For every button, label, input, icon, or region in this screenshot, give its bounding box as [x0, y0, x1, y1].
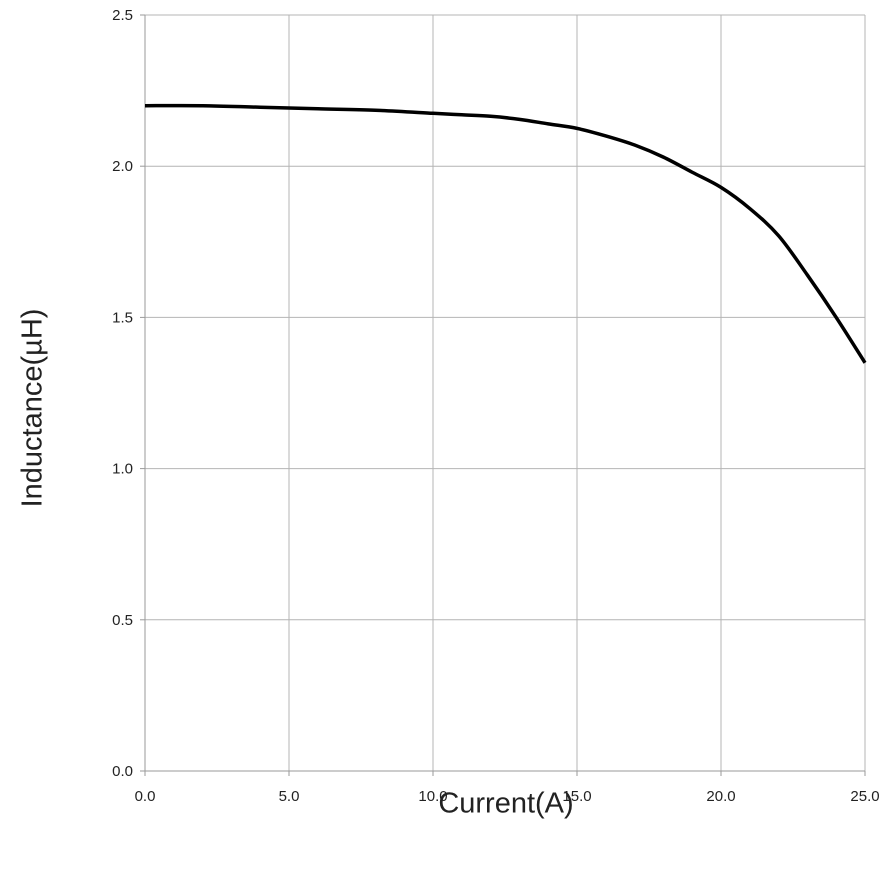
series-lines — [144, 103, 867, 364]
y-tick-label: 2.5 — [112, 7, 133, 24]
x-tick-label: 10.0 — [418, 788, 447, 805]
x-tick-label: 20.0 — [706, 788, 735, 805]
axes — [140, 14, 866, 776]
y-tick-label: 0.0 — [112, 763, 133, 780]
x-tick-label: 15.0 — [562, 788, 591, 805]
grid-lines — [144, 14, 866, 772]
x-tick-label: 5.0 — [279, 788, 300, 805]
x-tick-label: 0.0 — [135, 788, 156, 805]
x-tick-label: 25.0 — [850, 788, 879, 805]
tick-labels: 0.0 5.0 10.0 15.0 20.0 25.0 0.0 0.5 1.0 1.5 2.0 2.5 — [112, 7, 879, 805]
y-tick-label: 1.5 — [112, 309, 133, 326]
y-axis-title: Inductance(µH) — [17, 309, 49, 508]
inductance-curve — [144, 103, 867, 364]
y-tick-label: 0.5 — [112, 612, 133, 629]
x-axis-title: Current(A) — [438, 788, 573, 820]
y-tick-label: 2.0 — [112, 158, 133, 175]
y-tick-label: 1.0 — [112, 461, 133, 478]
